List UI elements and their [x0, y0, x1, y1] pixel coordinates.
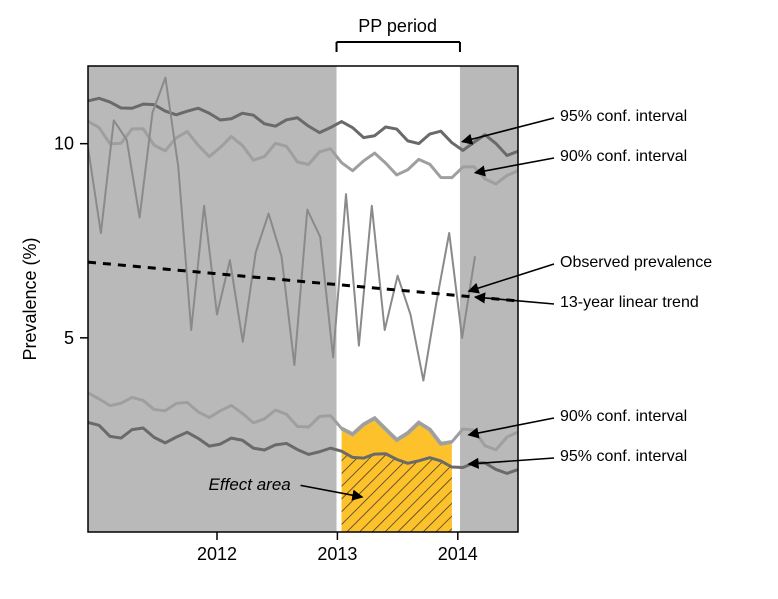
- plot-background: [88, 66, 518, 532]
- ci90-upper-label: 90% conf. interval: [560, 148, 687, 166]
- ci95-upper-label: 95% conf. interval: [560, 108, 687, 126]
- effect-area-label: Effect area: [209, 475, 291, 495]
- ci90-lower-label: 90% conf. interval: [560, 408, 687, 426]
- ci95-lower-label: 95% conf. interval: [560, 448, 687, 466]
- trend-label: 13-year linear trend: [560, 294, 699, 312]
- x-tick-label: 2012: [197, 544, 237, 564]
- chart-stage: 5 10 Prevalence (%) 2012 2013 2014 PP period 95…: [0, 0, 778, 599]
- y-axis-label: Prevalence (%): [20, 237, 40, 360]
- x-tick-label: 2014: [438, 544, 478, 564]
- y-tick-label: 5: [64, 328, 74, 348]
- x-tick-label: 2013: [317, 544, 357, 564]
- effect-area-hatched: [342, 451, 452, 532]
- observed-label: Observed prevalence: [560, 254, 712, 272]
- y-tick-label: 10: [54, 134, 74, 154]
- pp-period-label: PP period: [358, 16, 437, 37]
- pp-period-bracket: [337, 42, 460, 52]
